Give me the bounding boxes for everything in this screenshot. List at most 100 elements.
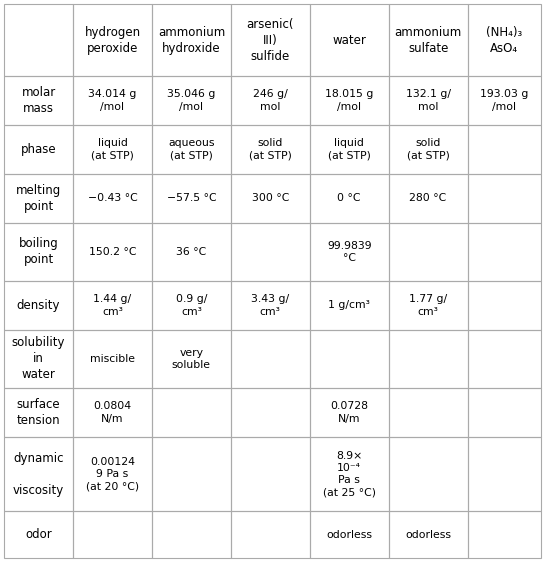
Bar [310, 437, 389, 511]
Text: −0.43 °C: −0.43 °C [88, 193, 137, 203]
Bar [73, 388, 152, 437]
Text: odorless: odorless [326, 530, 372, 540]
Text: surface
tension: surface tension [17, 398, 60, 427]
Bar [73, 330, 152, 388]
Bar [310, 281, 389, 330]
Bar [389, 76, 468, 125]
Bar [73, 223, 152, 281]
Text: water: water [332, 34, 366, 47]
Bar [152, 511, 231, 558]
Bar [4, 125, 73, 174]
Bar [152, 76, 231, 125]
Bar [152, 125, 231, 174]
Text: liquid
(at STP): liquid (at STP) [328, 138, 371, 161]
Text: 0.0804
N/m: 0.0804 N/m [93, 401, 131, 424]
Bar [231, 223, 310, 281]
Text: molar
mass: molar mass [21, 86, 56, 115]
Bar [310, 174, 389, 223]
Text: −57.5 °C: −57.5 °C [167, 193, 216, 203]
Text: odorless: odorless [405, 530, 451, 540]
Bar [4, 437, 73, 511]
Bar [468, 281, 541, 330]
Bar [231, 511, 310, 558]
Bar [389, 437, 468, 511]
Text: 0 °C: 0 °C [337, 193, 361, 203]
Bar [310, 223, 389, 281]
Text: arsenic(
III)
sulfide: arsenic( III) sulfide [246, 17, 294, 62]
Bar [4, 4, 73, 76]
Text: 1 g/cm³: 1 g/cm³ [328, 301, 370, 310]
Text: boiling
point: boiling point [19, 237, 58, 266]
Text: solid
(at STP): solid (at STP) [249, 138, 292, 161]
Text: 34.014 g
/mol: 34.014 g /mol [88, 89, 137, 112]
Text: miscible: miscible [90, 354, 135, 364]
Bar [73, 4, 152, 76]
Bar [389, 125, 468, 174]
Text: 300 °C: 300 °C [252, 193, 289, 203]
Text: 99.9839
°C: 99.9839 °C [327, 241, 372, 263]
Text: hydrogen
peroxide: hydrogen peroxide [84, 26, 141, 55]
Bar [468, 330, 541, 388]
Text: phase: phase [21, 143, 56, 156]
Text: 132.1 g/
mol: 132.1 g/ mol [405, 89, 451, 112]
Bar [73, 437, 152, 511]
Bar [389, 511, 468, 558]
Text: 1.44 g/
cm³: 1.44 g/ cm³ [93, 294, 131, 316]
Bar [152, 281, 231, 330]
Bar [152, 330, 231, 388]
Bar [152, 437, 231, 511]
Bar [389, 223, 468, 281]
Bar [310, 511, 389, 558]
Bar [389, 4, 468, 76]
Text: 0.9 g/
cm³: 0.9 g/ cm³ [175, 294, 207, 316]
Bar [152, 223, 231, 281]
Bar [152, 4, 231, 76]
Bar [231, 125, 310, 174]
Bar [231, 76, 310, 125]
Bar [231, 330, 310, 388]
Text: 35.046 g
/mol: 35.046 g /mol [167, 89, 216, 112]
Bar [4, 511, 73, 558]
Bar [73, 76, 152, 125]
Bar [73, 125, 152, 174]
Text: 0.0728
N/m: 0.0728 N/m [330, 401, 368, 424]
Text: melting
point: melting point [16, 184, 61, 213]
Bar [73, 174, 152, 223]
Bar [4, 281, 73, 330]
Bar [231, 4, 310, 76]
Text: aqueous
(at STP): aqueous (at STP) [168, 138, 215, 161]
Bar [231, 437, 310, 511]
Text: 150.2 °C: 150.2 °C [89, 247, 136, 257]
Text: 8.9×
10⁻⁴
Pa s
(at 25 °C): 8.9× 10⁻⁴ Pa s (at 25 °C) [323, 451, 376, 498]
Bar [468, 437, 541, 511]
Bar [310, 125, 389, 174]
Bar [468, 125, 541, 174]
Bar [310, 330, 389, 388]
Text: density: density [17, 299, 60, 312]
Bar [389, 174, 468, 223]
Bar [4, 388, 73, 437]
Bar [468, 76, 541, 125]
Text: ammonium
hydroxide: ammonium hydroxide [158, 26, 225, 55]
Bar [468, 174, 541, 223]
Bar [4, 174, 73, 223]
Bar [231, 388, 310, 437]
Text: 36 °C: 36 °C [176, 247, 207, 257]
Text: odor: odor [25, 528, 52, 541]
Bar [73, 511, 152, 558]
Bar [310, 388, 389, 437]
Text: 0.00124
9 Pa s
(at 20 °C): 0.00124 9 Pa s (at 20 °C) [86, 457, 139, 492]
Text: liquid
(at STP): liquid (at STP) [91, 138, 134, 161]
Bar [231, 174, 310, 223]
Text: 18.015 g
/mol: 18.015 g /mol [325, 89, 373, 112]
Text: very
soluble: very soluble [172, 348, 211, 370]
Bar [468, 223, 541, 281]
Bar [231, 281, 310, 330]
Bar [4, 223, 73, 281]
Text: dynamic

viscosity: dynamic viscosity [13, 452, 64, 497]
Bar [73, 281, 152, 330]
Bar [152, 388, 231, 437]
Bar [152, 174, 231, 223]
Bar [389, 281, 468, 330]
Text: solubility
in
water: solubility in water [12, 337, 65, 382]
